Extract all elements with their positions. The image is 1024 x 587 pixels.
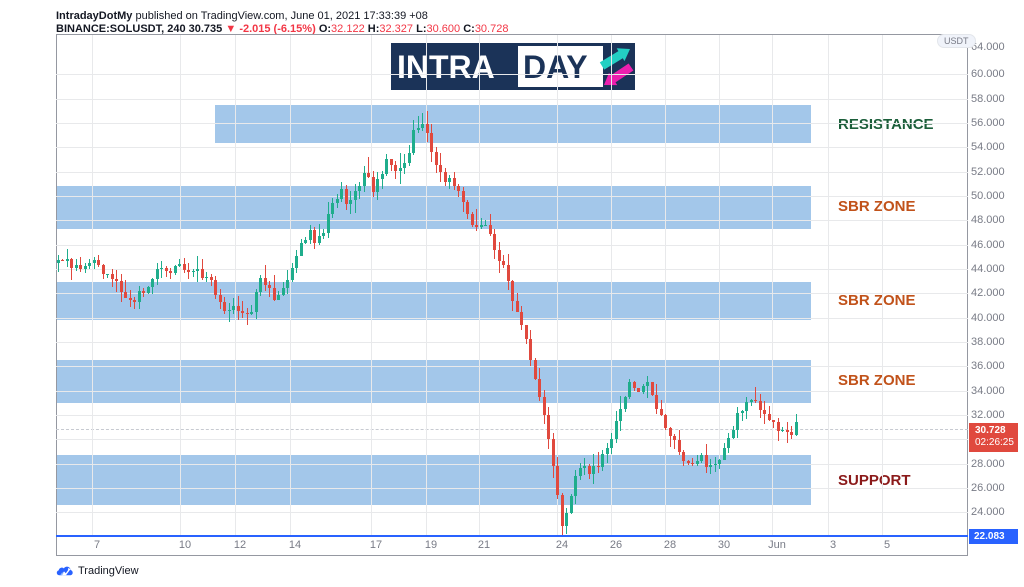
svg-text:INTRA: INTRA — [397, 49, 495, 85]
svg-text:DAY: DAY — [523, 49, 588, 85]
